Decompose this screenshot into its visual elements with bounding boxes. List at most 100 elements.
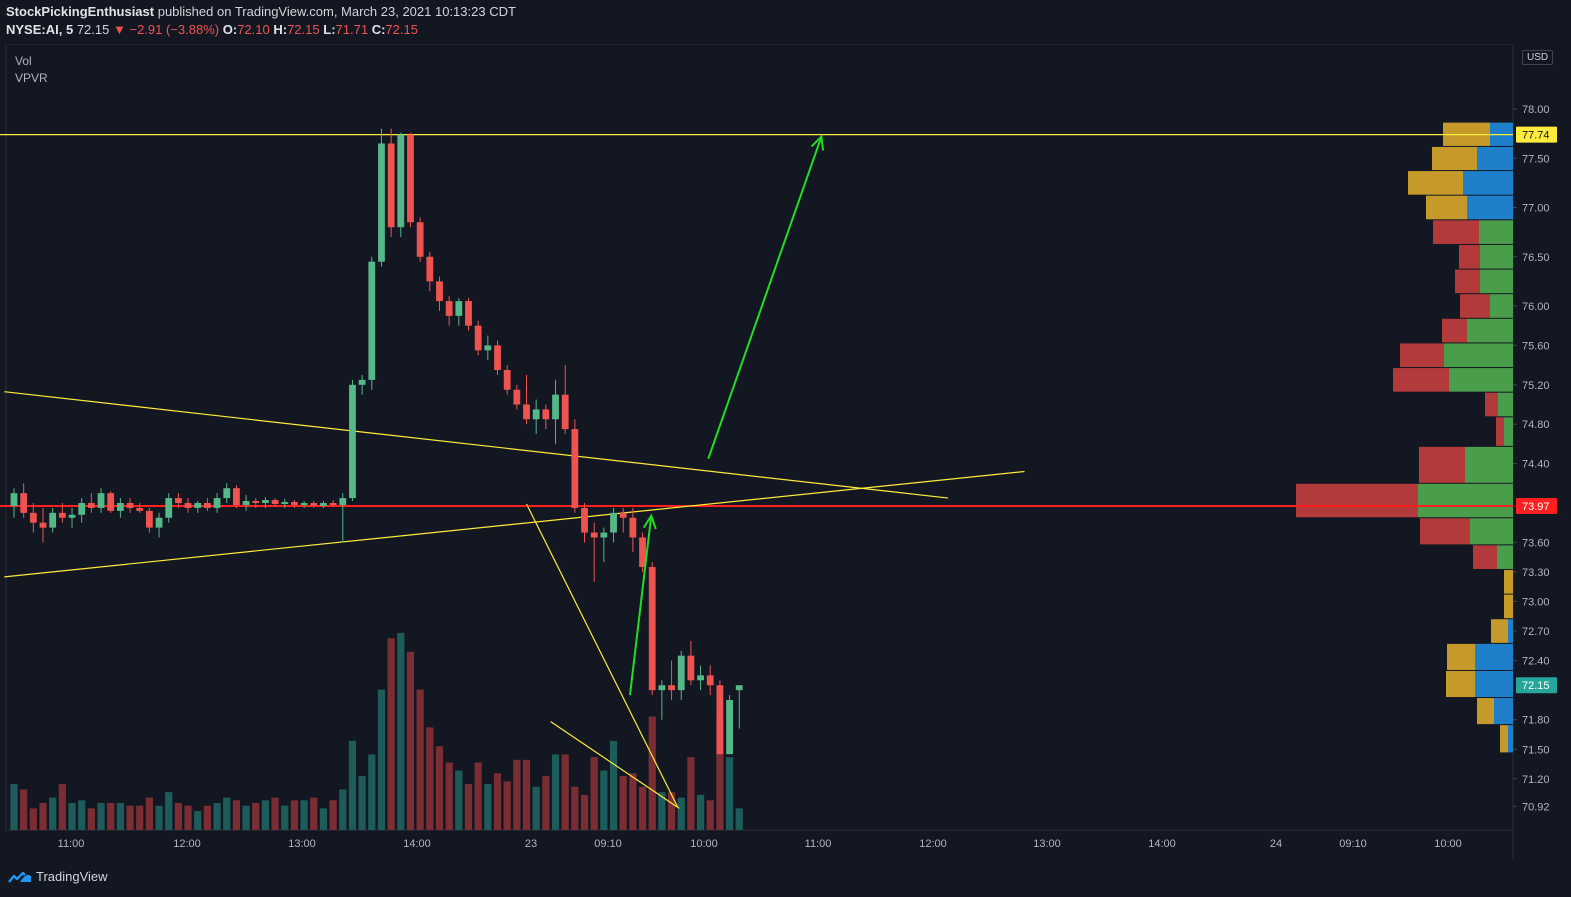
price-tick-label: 70.92 xyxy=(1522,801,1550,813)
candle-body xyxy=(542,409,550,420)
volume-profile-up xyxy=(1477,146,1513,171)
price-tick-label: 76.00 xyxy=(1522,301,1550,313)
volume-profile-up xyxy=(1475,643,1513,670)
volume-profile-down xyxy=(1485,392,1498,417)
arrow-head xyxy=(642,513,657,530)
price-label: 77.74 xyxy=(1522,130,1550,142)
volume-profile-up xyxy=(1480,244,1513,269)
volume-bar xyxy=(677,797,685,830)
price-label-box xyxy=(1516,497,1557,514)
volume-profile-down xyxy=(1504,594,1513,619)
volume-bar xyxy=(310,797,318,830)
candle-body xyxy=(503,370,511,390)
volume-bar xyxy=(629,773,637,830)
open-value: 72.10 xyxy=(237,22,270,37)
brand[interactable]: TradingView xyxy=(8,869,108,884)
time-tick-label: 12:00 xyxy=(919,838,947,850)
candle-body xyxy=(184,503,192,508)
candle-body xyxy=(513,389,521,405)
volume-bar xyxy=(542,776,550,830)
volume-profile-up xyxy=(1418,483,1513,518)
candle-body xyxy=(532,409,540,420)
author-name[interactable]: StockPickingEnthusiast xyxy=(6,4,155,19)
open-label: O: xyxy=(222,22,238,37)
volume-bar xyxy=(97,803,105,830)
volume-bar xyxy=(667,792,676,830)
candle-body xyxy=(561,394,569,430)
volume-profile-down xyxy=(1504,569,1513,594)
volume-bar xyxy=(78,800,86,830)
volume-bar xyxy=(687,757,695,830)
volume-bar xyxy=(358,776,366,830)
high-label: H: xyxy=(273,22,288,37)
candle-body xyxy=(145,510,153,528)
price-change: −2.91 (−3.88%) xyxy=(129,22,220,37)
candle-body xyxy=(445,301,453,316)
candle-body xyxy=(735,685,743,691)
candle-body xyxy=(716,685,724,755)
volume-bar xyxy=(435,746,444,830)
volume-profile-down xyxy=(1296,483,1418,518)
volume-bar xyxy=(348,740,357,830)
price-tick-label: 76.50 xyxy=(1522,252,1550,264)
candle-body xyxy=(397,134,405,228)
legend-vol[interactable]: Vol xyxy=(15,54,32,68)
candle-body xyxy=(97,493,105,508)
candle-body xyxy=(271,500,279,504)
candle-body xyxy=(223,488,231,499)
volume-bar xyxy=(716,716,724,830)
volume-bar xyxy=(339,789,347,830)
high-value: 72.15 xyxy=(287,22,320,37)
price-tick-label: 73.60 xyxy=(1522,537,1550,549)
time-tick-label: 23 xyxy=(525,838,537,850)
candle-body xyxy=(416,222,424,257)
volume-bar xyxy=(513,759,521,830)
candle-body xyxy=(610,512,617,533)
candle-body xyxy=(20,493,28,513)
volume-bar xyxy=(261,800,270,830)
candle-body xyxy=(677,655,685,691)
candle-body xyxy=(107,493,115,511)
volume-bar xyxy=(484,784,492,830)
candle-body xyxy=(629,517,637,538)
volume-profile-down xyxy=(1446,670,1475,698)
volume-bar xyxy=(174,803,182,830)
candle-series xyxy=(10,128,743,755)
volume-profile-up xyxy=(1444,343,1513,368)
symbol-label[interactable]: NYSE:AI, 5 xyxy=(6,22,74,37)
time-tick-label: 13:00 xyxy=(288,838,316,850)
candle-body xyxy=(474,325,482,351)
volume-bar xyxy=(10,784,18,830)
time-tick-label: 14:00 xyxy=(403,838,431,850)
trendline xyxy=(4,391,949,499)
volume-profile-down xyxy=(1420,518,1470,545)
candle-body xyxy=(697,675,704,681)
volume-bar xyxy=(406,651,415,830)
candle-body xyxy=(639,537,646,568)
candle-body xyxy=(252,501,260,503)
close-label: C: xyxy=(371,22,386,37)
price-label: 72.15 xyxy=(1522,680,1550,692)
ohlc-line: NYSE:AI, 5 72.15 ▼ −2.91 (−3.88%) O:72.1… xyxy=(6,22,418,37)
volume-bar xyxy=(600,770,608,830)
close-value: 72.15 xyxy=(385,22,418,37)
volume-bar xyxy=(416,689,424,830)
candle-body xyxy=(58,512,66,518)
volume-bar xyxy=(107,803,115,830)
candle-body xyxy=(571,429,579,508)
volume-bar xyxy=(281,805,289,830)
candle-body xyxy=(658,685,666,691)
time-tick-label: 10:00 xyxy=(1434,838,1462,850)
volume-profile-down xyxy=(1447,643,1475,670)
candle-body xyxy=(552,394,559,420)
price-tick-label: 72.70 xyxy=(1522,626,1550,638)
volume-bar xyxy=(223,797,231,830)
volume-bar xyxy=(319,808,328,830)
time-tick-label: 14:00 xyxy=(1148,838,1176,850)
currency-button[interactable]: USD xyxy=(1522,50,1554,65)
candle-body xyxy=(174,498,182,503)
legend-vpvr[interactable]: VPVR xyxy=(15,71,48,85)
projection-arrow xyxy=(707,134,825,460)
volume-profile-up xyxy=(1508,619,1513,643)
chart-canvas[interactable]: 78.00 77.50 77.00 76.50 76.00 75.60 75.20 74.80… xyxy=(0,44,1571,860)
